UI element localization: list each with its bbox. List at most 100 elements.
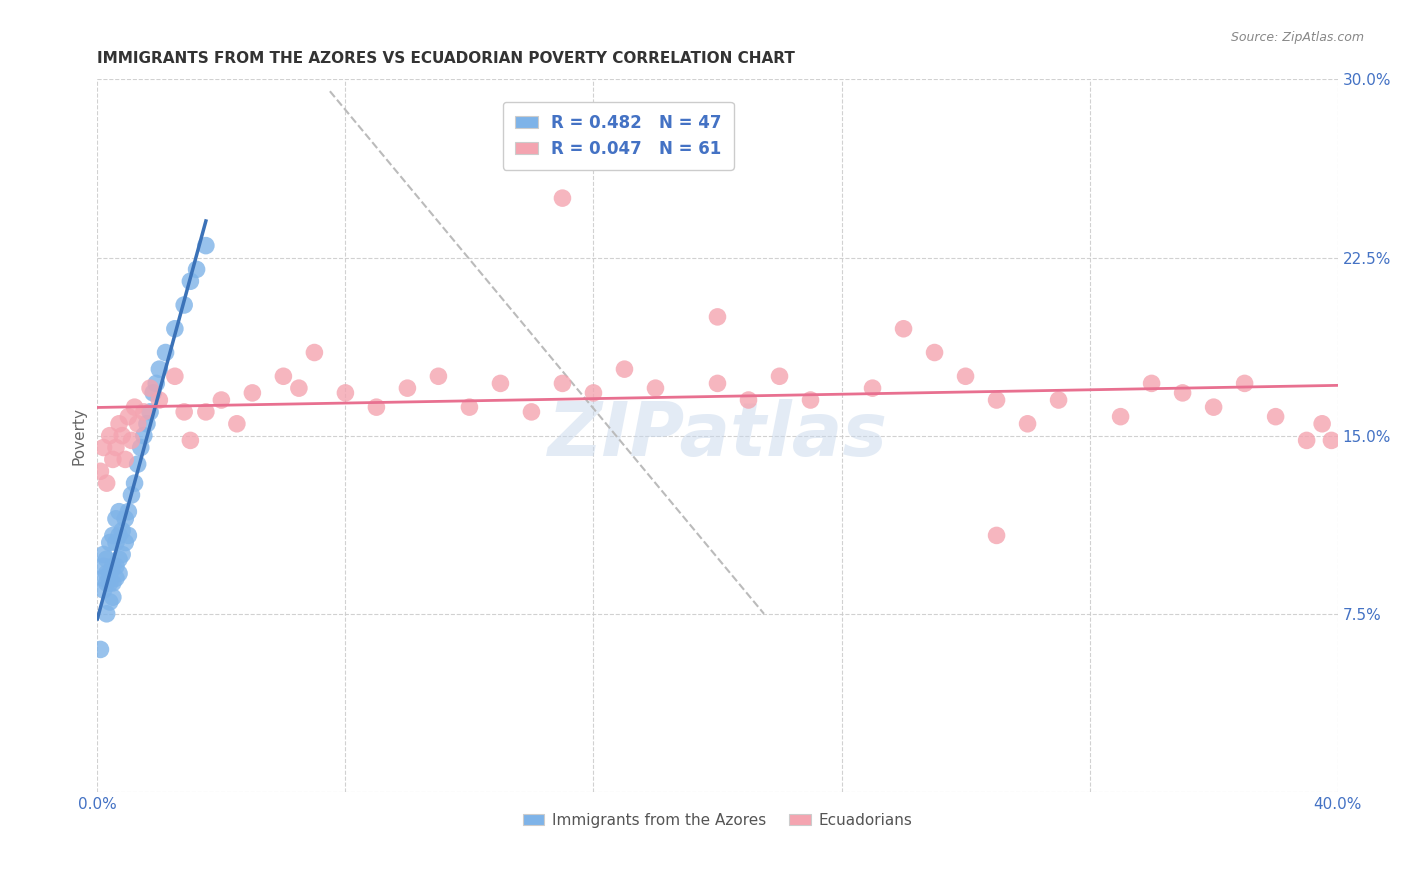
Point bbox=[1109, 409, 1132, 424]
Point bbox=[104, 512, 127, 526]
Text: ZIPatlas: ZIPatlas bbox=[547, 399, 887, 472]
Point bbox=[644, 381, 666, 395]
Point bbox=[127, 417, 149, 431]
Point bbox=[124, 476, 146, 491]
Point bbox=[104, 559, 127, 574]
Point bbox=[582, 385, 605, 400]
Point bbox=[155, 345, 177, 359]
Point bbox=[986, 528, 1008, 542]
Point bbox=[117, 528, 139, 542]
Point bbox=[98, 566, 121, 581]
Point bbox=[489, 376, 512, 391]
Point bbox=[120, 434, 142, 448]
Point bbox=[101, 559, 124, 574]
Point bbox=[104, 441, 127, 455]
Text: IMMIGRANTS FROM THE AZORES VS ECUADORIAN POVERTY CORRELATION CHART: IMMIGRANTS FROM THE AZORES VS ECUADORIAN… bbox=[97, 51, 796, 66]
Point bbox=[96, 476, 118, 491]
Point bbox=[163, 369, 186, 384]
Point bbox=[101, 576, 124, 591]
Point bbox=[1310, 417, 1333, 431]
Text: Source: ZipAtlas.com: Source: ZipAtlas.com bbox=[1230, 31, 1364, 45]
Point bbox=[225, 417, 247, 431]
Point bbox=[93, 559, 115, 574]
Point bbox=[132, 428, 155, 442]
Point bbox=[186, 262, 208, 277]
Point bbox=[955, 369, 977, 384]
Point bbox=[139, 381, 162, 395]
Point bbox=[1202, 400, 1225, 414]
Point bbox=[148, 392, 170, 407]
Point bbox=[111, 428, 134, 442]
Point bbox=[93, 582, 115, 597]
Point bbox=[132, 405, 155, 419]
Point bbox=[148, 362, 170, 376]
Point bbox=[737, 392, 759, 407]
Point bbox=[93, 548, 115, 562]
Point bbox=[101, 590, 124, 604]
Point bbox=[179, 274, 201, 288]
Point bbox=[427, 369, 450, 384]
Point bbox=[582, 144, 605, 158]
Point bbox=[1140, 376, 1163, 391]
Point bbox=[1171, 385, 1194, 400]
Point bbox=[89, 464, 111, 478]
Point bbox=[104, 571, 127, 585]
Point bbox=[551, 191, 574, 205]
Legend: Immigrants from the Azores, Ecuadorians: Immigrants from the Azores, Ecuadorians bbox=[517, 807, 918, 834]
Point bbox=[194, 405, 217, 419]
Point bbox=[1320, 434, 1343, 448]
Point bbox=[799, 392, 821, 407]
Point bbox=[242, 385, 264, 400]
Point bbox=[108, 566, 131, 581]
Point bbox=[96, 566, 118, 581]
Point bbox=[129, 441, 152, 455]
Point bbox=[924, 345, 946, 359]
Point bbox=[98, 535, 121, 549]
Point bbox=[98, 576, 121, 591]
Point bbox=[108, 552, 131, 566]
Point bbox=[98, 428, 121, 442]
Point bbox=[114, 512, 136, 526]
Point bbox=[613, 362, 636, 376]
Point bbox=[1233, 376, 1256, 391]
Point bbox=[1017, 417, 1039, 431]
Point bbox=[98, 595, 121, 609]
Point bbox=[93, 441, 115, 455]
Point bbox=[288, 381, 311, 395]
Point bbox=[1295, 434, 1317, 448]
Point bbox=[173, 298, 195, 312]
Point bbox=[96, 552, 118, 566]
Point bbox=[366, 400, 388, 414]
Point bbox=[273, 369, 295, 384]
Point bbox=[93, 571, 115, 585]
Point bbox=[768, 369, 790, 384]
Point bbox=[194, 238, 217, 252]
Point bbox=[108, 417, 131, 431]
Point bbox=[108, 528, 131, 542]
Point bbox=[1047, 392, 1070, 407]
Point bbox=[396, 381, 419, 395]
Point bbox=[101, 528, 124, 542]
Point bbox=[117, 409, 139, 424]
Point bbox=[117, 505, 139, 519]
Point bbox=[101, 452, 124, 467]
Point bbox=[335, 385, 357, 400]
Point bbox=[551, 376, 574, 391]
Point bbox=[163, 322, 186, 336]
Point bbox=[862, 381, 884, 395]
Point bbox=[120, 488, 142, 502]
Point bbox=[304, 345, 326, 359]
Point bbox=[104, 535, 127, 549]
Point bbox=[458, 400, 481, 414]
Point bbox=[111, 524, 134, 538]
Point bbox=[96, 576, 118, 591]
Point bbox=[209, 392, 232, 407]
Point bbox=[96, 607, 118, 621]
Point bbox=[114, 535, 136, 549]
Point bbox=[124, 400, 146, 414]
Point bbox=[114, 452, 136, 467]
Point bbox=[179, 434, 201, 448]
Y-axis label: Poverty: Poverty bbox=[72, 407, 86, 465]
Point bbox=[139, 405, 162, 419]
Point bbox=[893, 322, 915, 336]
